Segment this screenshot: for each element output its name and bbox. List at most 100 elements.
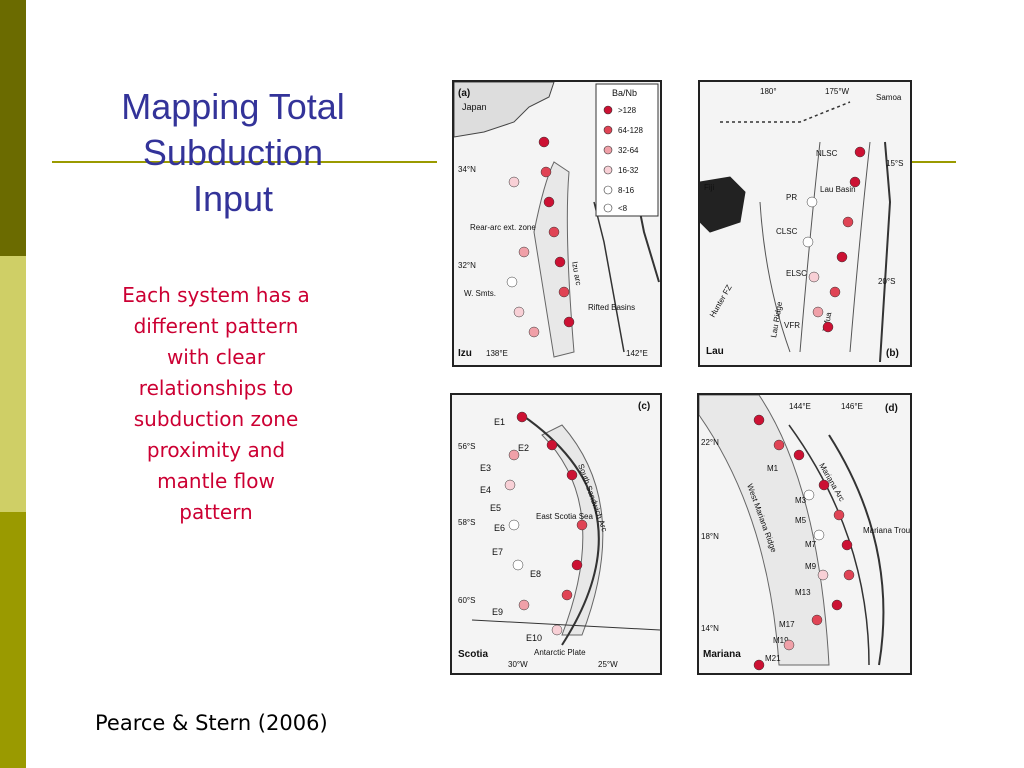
panel-c-label-e3: E3	[480, 463, 491, 473]
panel-a-label-reararc: Rear-arc ext. zone	[470, 223, 536, 232]
panel-a-lat-2: 32°N	[458, 261, 476, 270]
panel-c-label-e5: E5	[490, 503, 501, 513]
panel-d-label-m5: M5	[795, 516, 807, 525]
panel-c-label-e7: E7	[492, 547, 503, 557]
legend-title: Ba/Nb	[612, 88, 637, 98]
sidebar-segment-light	[0, 256, 26, 512]
panel-d-label-m19: M19	[773, 636, 789, 645]
panel-c-label-e4: E4	[480, 485, 491, 495]
title-rule-left	[52, 161, 437, 163]
mariana-sample-points	[753, 414, 855, 671]
title-line-2: Subduction	[142, 132, 324, 173]
slide-title: Mapping Total Subduction Input	[88, 84, 378, 222]
legend-swatch-1	[603, 105, 613, 115]
body-line-8: pattern	[179, 500, 253, 524]
panel-b-label-hunterfz: Hunter FZ	[708, 283, 734, 319]
panel-d-label-m3: M3	[795, 496, 807, 505]
sidebar-segment-dark	[0, 0, 26, 256]
legend-label-6: <8	[618, 204, 628, 213]
body-line-4: relationships to	[138, 376, 294, 400]
legend-label-3: 32-64	[618, 146, 639, 155]
map-scotia-svg: (c) E1 56°S E2 E3 E4 E5 58°S E6 East Sco…	[458, 401, 660, 669]
panel-b-label-pr: PR	[786, 193, 797, 202]
panel-c-region: Scotia	[458, 649, 488, 660]
map-panel-mariana: 144°E 146°E (d) 22°N M1 Mariana Arc West…	[697, 393, 912, 675]
legend-label-2: 64-128	[618, 126, 643, 135]
slide-body: Each system has a different pattern with…	[98, 280, 334, 528]
panel-a-tag: (a)	[458, 88, 470, 99]
panel-c-label-antarctic: Antarctic Plate	[534, 648, 586, 657]
citation: Pearce & Stern (2006)	[95, 711, 328, 735]
body-line-5: subduction zone	[133, 407, 299, 431]
panel-c-label-e2: E2	[518, 443, 529, 453]
panel-d-label-m7: M7	[805, 540, 817, 549]
panel-d-label-m1: M1	[767, 464, 779, 473]
legend-label-1: >128	[618, 106, 637, 115]
map-mariana-svg: 144°E 146°E (d) 22°N M1 Mariana Arc West…	[699, 395, 910, 671]
panel-a-lon-1: 138°E	[486, 349, 508, 358]
panel-c-label-e1: E1	[494, 417, 505, 427]
panel-d-label-m17: M17	[779, 620, 795, 629]
panel-d-lat-2: 18°N	[701, 532, 719, 541]
panel-b-land: Fiji	[704, 183, 714, 192]
panel-c-label-e8: E8	[530, 569, 541, 579]
body-line-6: proximity and	[146, 438, 286, 462]
panel-c-lon-1: 30°W	[508, 660, 528, 669]
title-line-1: Mapping Total	[121, 86, 345, 127]
panel-b-label-clsc: CLSC	[776, 227, 798, 236]
panel-c-lat-3: 60°S	[458, 596, 475, 605]
panel-c-label-e6: E6	[494, 523, 505, 533]
panel-d-label-m21: M21	[765, 654, 781, 663]
panel-d-lat-1: 22°N	[701, 438, 719, 447]
panel-b-label-nlsc: NLSC	[816, 149, 838, 158]
sidebar-decoration	[0, 0, 26, 768]
map-izu-svg: (a) Japan 34°N 32°N Rear-arc ext. zone W…	[454, 82, 660, 359]
map-panel-lau: 180° 175°W Samoa NLSC 15°S PR Lau Basin …	[698, 80, 912, 367]
panel-a-label-izuarc: Izu arc	[570, 261, 583, 286]
panel-b-tag: (b)	[886, 348, 899, 359]
legend-label-4: 16-32	[618, 166, 639, 175]
izu-sample-points	[506, 136, 575, 338]
panel-d-lon-1: 144°E	[789, 402, 811, 411]
panel-d-lon-2: 146°E	[841, 402, 863, 411]
panel-b-label-lauridge: Lau Ridge	[769, 300, 784, 338]
panel-a-region: Izu	[458, 348, 472, 359]
map-lau-svg: 180° 175°W Samoa NLSC 15°S PR Lau Basin …	[700, 87, 903, 363]
panel-c-tag: (c)	[638, 401, 650, 412]
body-line-1: Each system has a	[122, 283, 310, 307]
panel-b-region: Lau	[706, 346, 724, 357]
panel-b-lat-2: 20°S	[878, 277, 895, 286]
panel-c-label-e10: E10	[526, 633, 542, 643]
panel-d-lat-3: 14°N	[701, 624, 719, 633]
panel-c-lat-2: 58°S	[458, 518, 475, 527]
panel-a-lon-2: 142°E	[626, 349, 648, 358]
panel-b-lon-2: 175°W	[825, 87, 850, 96]
sidebar-segment-mid	[0, 512, 26, 768]
panel-b-label-samoa: Samoa	[876, 93, 902, 102]
panel-d-label-m9: M9	[805, 562, 817, 571]
panel-c-label-eastscotia: East Scotia Sea	[536, 512, 593, 521]
legend-swatch-2	[603, 125, 613, 135]
legend-swatch-5	[603, 185, 613, 195]
body-line-3: with clear	[166, 345, 266, 369]
lau-sample-points	[802, 146, 866, 333]
panel-a-lat-1: 34°N	[458, 165, 476, 174]
legend-swatch-6	[603, 203, 613, 213]
panel-d-label-marianatrough: Mariana Trough	[863, 526, 910, 535]
body-line-7: mantle flow	[157, 469, 275, 493]
map-panel-scotia: (c) E1 56°S E2 E3 E4 E5 58°S E6 East Sco…	[450, 393, 662, 675]
panel-d-region: Mariana	[703, 649, 741, 660]
panel-a-land: Japan	[462, 102, 487, 112]
legend-swatch-4	[603, 165, 613, 175]
panel-b-label-elsc: ELSC	[786, 269, 807, 278]
panel-c-label-e9: E9	[492, 607, 503, 617]
scotia-sample-points	[504, 411, 588, 636]
panel-b-label-vfr: VFR	[784, 321, 800, 330]
panel-c-lon-2: 25°W	[598, 660, 618, 669]
title-line-3: Input	[192, 178, 274, 219]
panel-b-lat-1: 15°S	[886, 159, 903, 168]
title-rule-right	[910, 161, 956, 163]
panel-c-lat-1: 56°S	[458, 442, 475, 451]
map-panel-izu: (a) Japan 34°N 32°N Rear-arc ext. zone W…	[452, 80, 662, 367]
body-line-2: different pattern	[133, 314, 299, 338]
